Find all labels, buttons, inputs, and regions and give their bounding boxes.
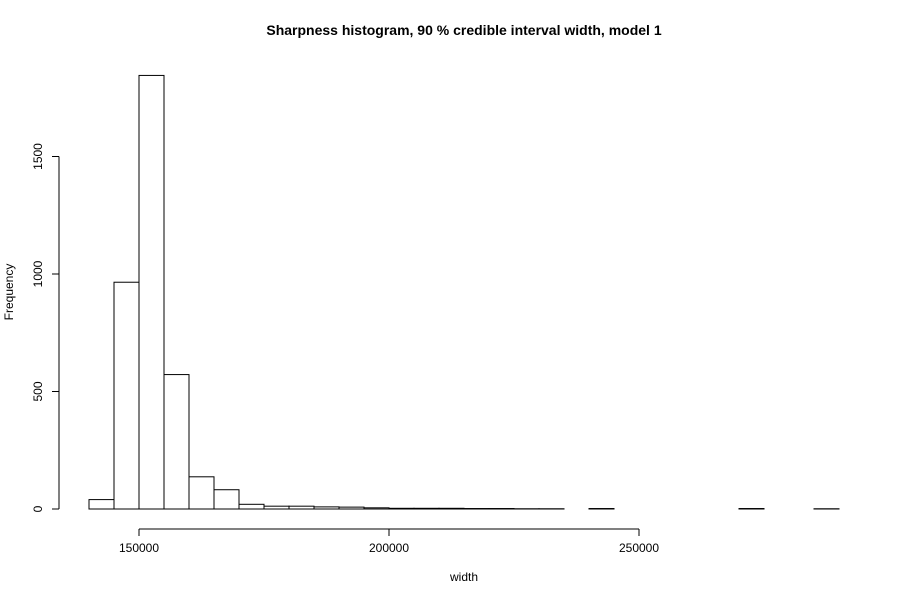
- histogram-bar: [163, 374, 190, 510]
- histogram-bar: [288, 505, 315, 510]
- histogram-bar: [338, 506, 365, 510]
- x-tick-label: 200000: [369, 541, 409, 555]
- x-tick-label: 250000: [619, 541, 659, 555]
- x-axis: 150000 200000 250000: [119, 528, 659, 555]
- histogram-bar: [388, 507, 415, 510]
- y-tick-label: 500: [31, 381, 45, 401]
- y-tick-label: 1500: [31, 143, 45, 170]
- histogram-bar: [88, 499, 115, 510]
- x-tick-label: 150000: [119, 541, 159, 555]
- histogram-bar: [213, 489, 240, 510]
- y-tick-label: 0: [31, 505, 45, 512]
- histogram-bar: [363, 507, 390, 510]
- histogram-bar: [138, 74, 165, 510]
- histogram-bar: [113, 281, 140, 510]
- chart-title: Sharpness histogram, 90 % credible inter…: [266, 22, 661, 38]
- y-tick-label: 1000: [31, 260, 45, 287]
- histogram-bar: [238, 503, 265, 510]
- histogram-bar: [188, 476, 215, 510]
- histogram-bar: [438, 507, 465, 510]
- y-axis: 0 500 1000 1500: [31, 143, 60, 512]
- histogram-bar: [313, 506, 340, 510]
- histogram-bars: [88, 74, 840, 510]
- x-axis-label: width: [449, 570, 478, 584]
- histogram-bar: [413, 507, 440, 510]
- y-axis-label: Frequency: [2, 264, 16, 321]
- histogram-bar: [263, 505, 290, 510]
